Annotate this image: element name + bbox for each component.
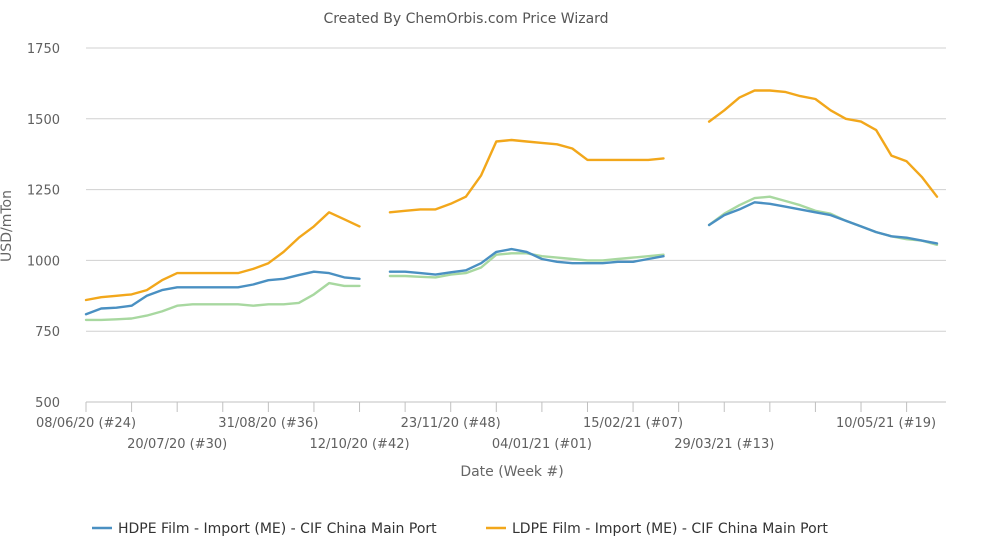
- series-0-segment-2: [707, 201, 939, 245]
- x-tick-label: 31/08/20 (#36): [218, 416, 318, 431]
- x-tick-label: 08/06/20 (#24): [36, 416, 136, 431]
- legend-label-ldpe: LDPE Film - Import (ME) - CIF China Main…: [512, 521, 828, 537]
- y-axis-ticks: 500 750 1000 1250 1500 1750: [27, 42, 60, 411]
- y-axis-label: USD/mTon: [0, 190, 15, 262]
- x-tick-label: 04/01/21 (#01): [492, 437, 592, 452]
- legend-item-hdpe[interactable]: HDPE Film - Import (ME) - CIF China Main…: [92, 521, 437, 537]
- y-tick-label: 1250: [27, 184, 60, 199]
- chart-title: Created By ChemOrbis.com Price Wizard: [323, 11, 608, 27]
- series-1-segment-0: [84, 211, 361, 302]
- x-axis-label: Date (Week #): [460, 464, 563, 480]
- y-tick-label: 1750: [27, 42, 60, 57]
- series-1-segment-2: [707, 89, 939, 198]
- series-0-segment-0: [84, 270, 361, 316]
- y-tick-label: 1000: [27, 254, 60, 269]
- series-0-segment-1: [388, 247, 665, 276]
- y-tick-label: 750: [35, 325, 60, 340]
- x-tick-label: 12/10/20 (#42): [309, 437, 409, 452]
- y-tick-label: 1500: [27, 113, 60, 128]
- series-2-segment-0: [84, 281, 361, 322]
- series-1-segment-1: [388, 138, 665, 214]
- x-tick-label: 10/05/21 (#19): [836, 416, 936, 431]
- legend-item-ldpe[interactable]: LDPE Film - Import (ME) - CIF China Main…: [486, 521, 828, 537]
- x-tick-label: 29/03/21 (#13): [674, 437, 774, 452]
- x-tick-label: 15/02/21 (#07): [583, 416, 683, 431]
- x-axis: 08/06/20 (#24) 20/07/20 (#30) 31/08/20 (#3…: [36, 401, 946, 452]
- series-2-segment-1: [388, 252, 665, 279]
- legend: HDPE Film - Import (ME) - CIF China Main…: [92, 521, 828, 537]
- legend-label-hdpe: HDPE Film - Import (ME) - CIF China Main…: [118, 521, 437, 537]
- y-tick-label: 500: [35, 396, 60, 411]
- series-lines: [84, 89, 939, 322]
- x-tick-label: 23/11/20 (#48): [401, 416, 501, 431]
- x-tick-label: 20/07/20 (#30): [127, 437, 227, 452]
